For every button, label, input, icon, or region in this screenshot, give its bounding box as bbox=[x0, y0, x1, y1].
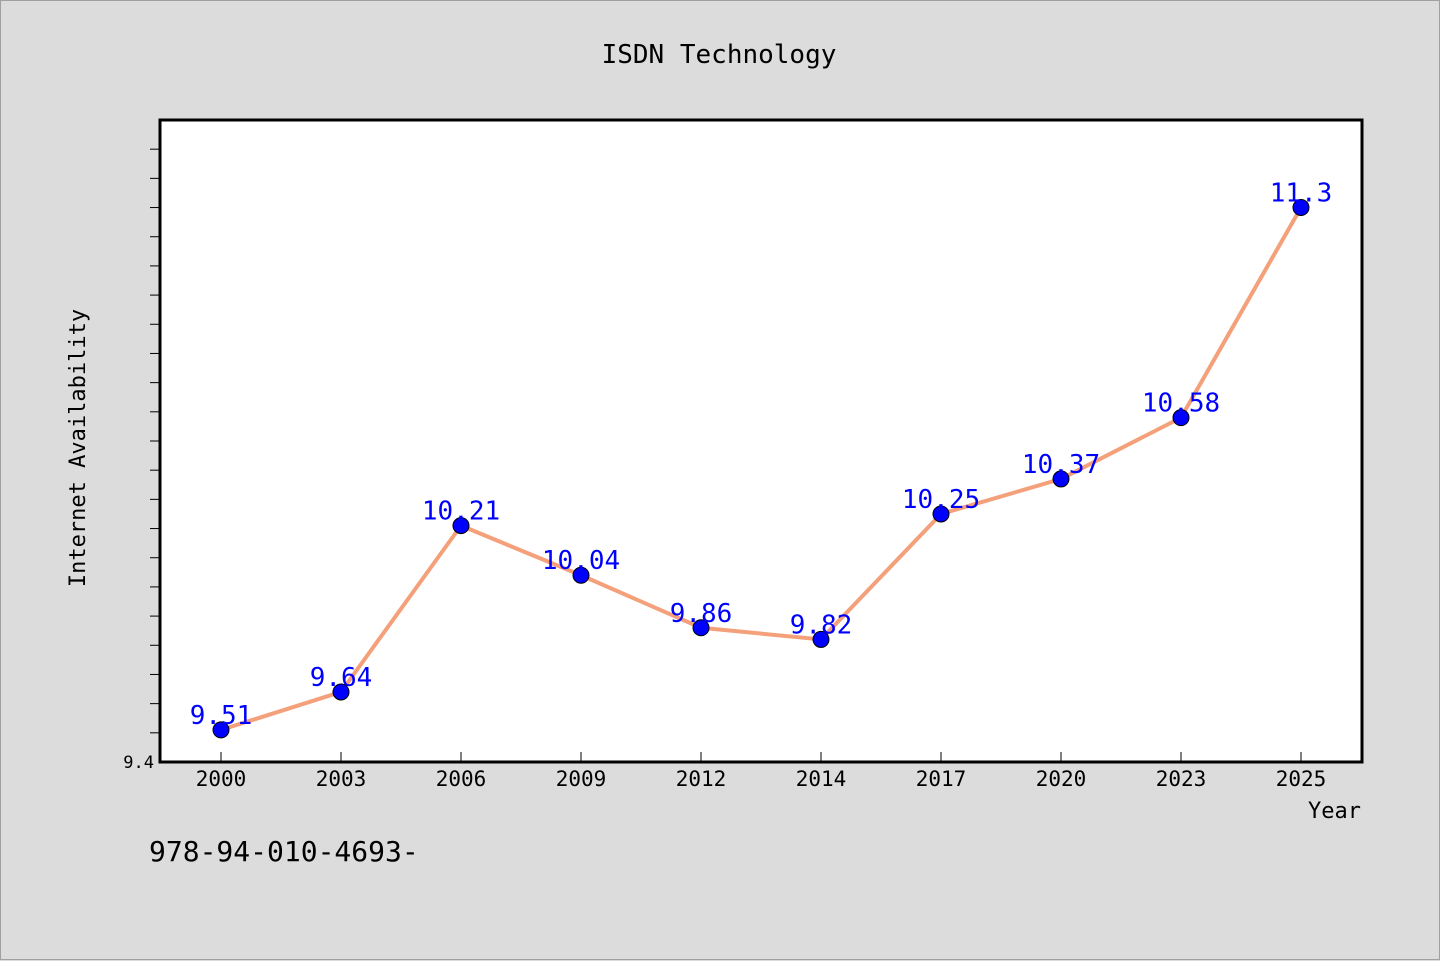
data-point bbox=[452, 517, 470, 535]
data-label: 10.04 bbox=[542, 546, 620, 576]
chart-title: ISDN Technology bbox=[602, 40, 837, 70]
y-tick-label: 9.4 bbox=[123, 753, 154, 773]
data-point bbox=[1172, 409, 1190, 427]
x-tick-label: 2009 bbox=[556, 767, 607, 791]
data-point bbox=[692, 619, 710, 637]
x-tick-label: 2017 bbox=[916, 767, 967, 791]
data-label: 10.37 bbox=[1022, 450, 1100, 480]
y-axis-label: Internet Availability bbox=[66, 309, 91, 587]
data-label: 9.86 bbox=[670, 599, 733, 629]
x-tick-label: 2006 bbox=[436, 767, 487, 791]
data-point bbox=[572, 566, 590, 584]
data-label: 9.64 bbox=[310, 663, 373, 693]
x-tick-label: 2020 bbox=[1036, 767, 1087, 791]
data-labels: 9.51 9.64 10.21 10.04 9.86 9.82 10.25 10.37 10.5… bbox=[190, 179, 1333, 731]
series-line-group bbox=[219, 205, 1303, 732]
x-tick-label: 2000 bbox=[196, 767, 247, 791]
data-label: 10.58 bbox=[1142, 389, 1220, 419]
data-label: 9.51 bbox=[190, 701, 253, 731]
footer-isbn-text: 978-94-010-4693- bbox=[149, 835, 419, 868]
data-label: 9.82 bbox=[790, 610, 853, 640]
data-point bbox=[1052, 470, 1070, 488]
x-tick-label: 2025 bbox=[1276, 767, 1327, 791]
data-point bbox=[212, 721, 230, 739]
x-tick-label: 2003 bbox=[316, 767, 367, 791]
data-point bbox=[332, 683, 350, 701]
plot-area bbox=[158, 118, 1364, 764]
data-label: 10.21 bbox=[422, 497, 500, 527]
data-point bbox=[1292, 199, 1310, 217]
data-point bbox=[932, 505, 950, 523]
x-axis-ticks: 2000 2003 2006 2009 2012 2014 2017 2020 2023 2025 bbox=[196, 752, 1327, 791]
x-tick-label: 2012 bbox=[676, 767, 727, 791]
y-axis-ticks: 9.4 bbox=[123, 148, 160, 773]
data-point bbox=[812, 630, 830, 648]
x-tick-label: 2023 bbox=[1156, 767, 1207, 791]
x-tick-label: 2014 bbox=[796, 767, 847, 791]
x-axis-label: Year bbox=[1308, 799, 1361, 824]
data-label: 10.25 bbox=[902, 485, 980, 515]
series-line bbox=[219, 205, 1303, 732]
data-label: 11.3 bbox=[1270, 179, 1333, 209]
data-points bbox=[212, 199, 1310, 739]
